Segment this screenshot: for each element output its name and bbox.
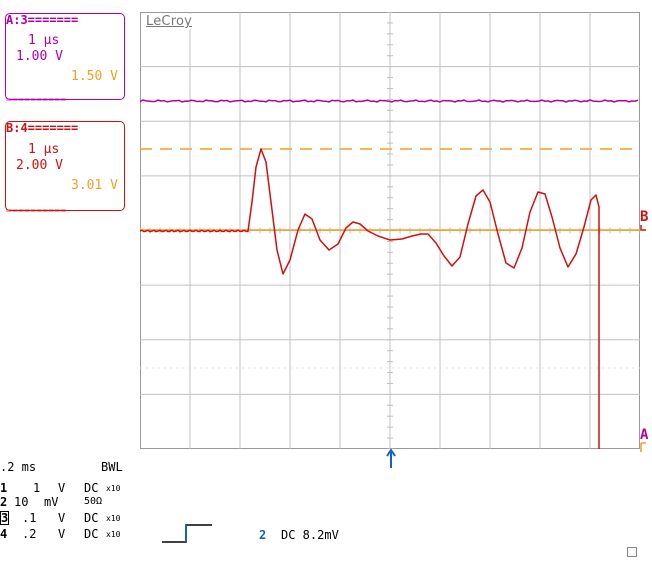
- trigger-level: DC 8.2mV: [281, 528, 339, 542]
- channel-scale: .2: [22, 527, 37, 541]
- waveform-display[interactable]: [140, 12, 640, 449]
- trace-b-header: B:4=======: [6, 121, 79, 134]
- trace-a-timebase: 1 µs: [28, 33, 60, 48]
- trace-b-waveform: [140, 148, 600, 449]
- channel-number: 2: [0, 495, 8, 509]
- trace-b-timebase: 1 µs: [28, 142, 60, 157]
- trace-a-footer: ==========: [6, 95, 67, 101]
- channel-row[interactable]: 3 .1 V DC x10: [0, 511, 140, 526]
- channel-number: 1: [0, 481, 8, 495]
- trigger-edge-icon: [162, 524, 212, 543]
- channel-unit: V: [58, 511, 66, 525]
- trace-a-volts-per-div: 1.00 V: [16, 49, 63, 64]
- trace-b-volts-per-div: 2.00 V: [16, 158, 63, 173]
- trace-a-panel[interactable]: A:3======= 1 µs 1.00 V 1.50 V ==========: [5, 13, 125, 101]
- trace-b-marker-tick: [640, 225, 646, 231]
- waveform-svg: [140, 12, 640, 449]
- channel-probe: x10: [106, 484, 121, 493]
- trace-a-waveform: [140, 99, 639, 103]
- channel-scale: .1: [22, 511, 37, 525]
- channel-number: 3: [0, 511, 10, 525]
- status-square-icon: [627, 547, 637, 557]
- channel-row[interactable]: 2 10 mV 50Ω: [0, 495, 140, 510]
- trigger-source: 2: [259, 528, 267, 542]
- trace-a-offset: 1.50 V: [71, 69, 118, 84]
- trace-b-marker[interactable]: B: [640, 209, 649, 225]
- channel-probe: x10: [106, 514, 121, 523]
- channel-probe: x10: [106, 530, 121, 539]
- channel-unit: V: [58, 481, 66, 495]
- timebase-value: .2 ms: [0, 460, 37, 474]
- channel-coupling: DC: [84, 511, 99, 525]
- channel-row[interactable]: 4 .2 V DC x10: [0, 527, 140, 542]
- trigger-position-arrow-icon: [386, 448, 396, 468]
- channel-unit: mV: [44, 495, 59, 509]
- channel-scale: 10: [14, 495, 29, 509]
- channel-coupling: 50Ω: [84, 496, 103, 507]
- trace-a-marker[interactable]: A: [640, 427, 649, 443]
- channel-scale: 1: [33, 481, 41, 495]
- traces: [140, 99, 640, 449]
- trace-b-footer: ==========: [6, 206, 67, 212]
- trace-a-header: A:3=======: [6, 13, 79, 26]
- trace-b-panel[interactable]: B:4======= 1 µs 2.00 V 3.01 V ==========: [5, 121, 125, 212]
- bandwidth-limit: BWL: [101, 460, 123, 474]
- trace-a-marker-tick: [640, 442, 646, 452]
- brand-logo: LeCroy: [144, 14, 194, 29]
- trace-b-offset: 3.01 V: [71, 178, 118, 193]
- channel-unit: V: [58, 527, 66, 541]
- channel-number: 4: [0, 527, 8, 541]
- channel-coupling: DC: [84, 481, 99, 495]
- channel-coupling: DC: [84, 527, 99, 541]
- channel-row[interactable]: 1 1 V DC x10: [0, 481, 140, 496]
